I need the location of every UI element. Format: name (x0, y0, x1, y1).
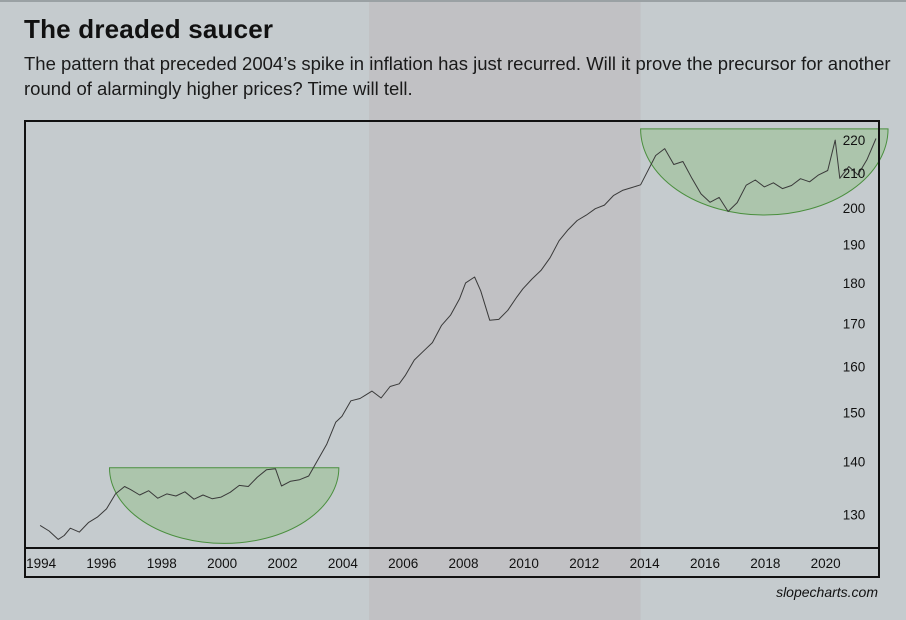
x-tick-label: 2000 (207, 556, 237, 571)
x-tick-label: 2002 (267, 556, 297, 571)
x-tick-label: 2010 (509, 556, 539, 571)
top-rule (0, 0, 906, 2)
y-tick-label: 150 (843, 406, 866, 421)
y-tick-label: 220 (843, 133, 866, 148)
x-tick-label: 2020 (811, 556, 841, 571)
saucer-1 (108, 467, 340, 544)
source-credit: slopecharts.com (776, 584, 878, 600)
series-line-1 (39, 138, 877, 540)
x-tick-label: 1994 (26, 556, 57, 571)
page-subtitle: The pattern that preceded 2004’s spike i… (24, 53, 891, 99)
y-tick-label: 130 (843, 507, 866, 522)
x-tick-label: 2014 (630, 556, 661, 571)
saucer-2 (640, 128, 889, 216)
y-tick-label: 190 (843, 237, 866, 252)
y-tick-label: 210 (843, 166, 866, 181)
x-tick-label: 1996 (86, 556, 116, 571)
y-tick-label: 180 (843, 276, 866, 291)
x-tick-label: 2012 (569, 556, 599, 571)
x-tick-label: 2006 (388, 556, 418, 571)
x-tick-label: 2018 (750, 556, 780, 571)
page-title: The dreaded saucer (24, 14, 274, 44)
y-tick-label: 170 (843, 317, 866, 332)
x-tick-label: 1998 (147, 556, 177, 571)
x-tick-label: 2004 (328, 556, 359, 571)
x-tick-label: 2016 (690, 556, 720, 571)
x-tick-label: 2008 (449, 556, 479, 571)
y-tick-label: 160 (843, 360, 866, 375)
y-tick-label: 140 (843, 455, 866, 470)
y-tick-label: 200 (843, 201, 866, 216)
x-axis-frame (24, 547, 880, 578)
highlight-band (369, 2, 641, 620)
